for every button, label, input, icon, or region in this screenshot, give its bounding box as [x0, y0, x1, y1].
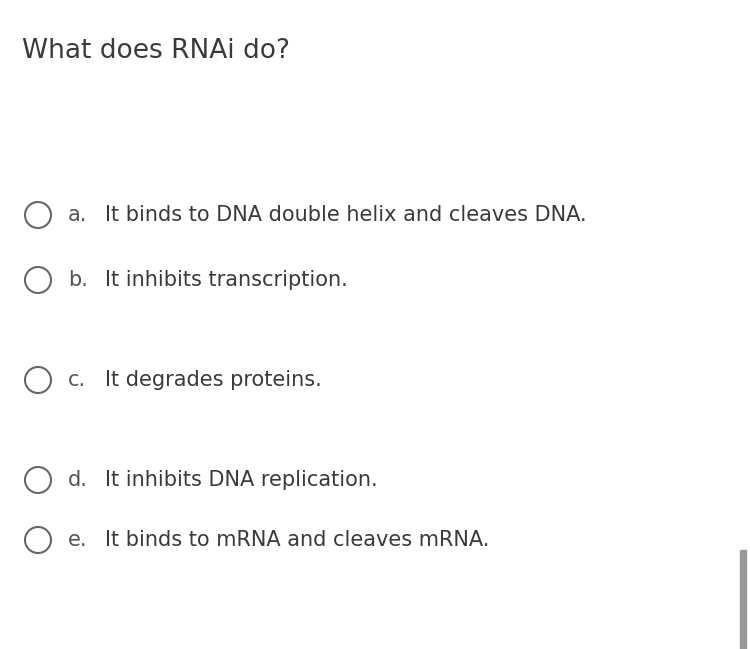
- Text: e.: e.: [68, 530, 88, 550]
- Bar: [740, 550, 746, 649]
- Text: It binds to DNA double helix and cleaves DNA.: It binds to DNA double helix and cleaves…: [105, 205, 586, 225]
- Text: It inhibits transcription.: It inhibits transcription.: [105, 270, 348, 290]
- Text: a.: a.: [68, 205, 87, 225]
- Text: c.: c.: [68, 370, 86, 390]
- Text: It binds to mRNA and cleaves mRNA.: It binds to mRNA and cleaves mRNA.: [105, 530, 489, 550]
- Text: b.: b.: [68, 270, 88, 290]
- Text: What does RNAi do?: What does RNAi do?: [22, 38, 290, 64]
- Text: It inhibits DNA replication.: It inhibits DNA replication.: [105, 470, 377, 490]
- Text: d.: d.: [68, 470, 88, 490]
- Text: It degrades proteins.: It degrades proteins.: [105, 370, 322, 390]
